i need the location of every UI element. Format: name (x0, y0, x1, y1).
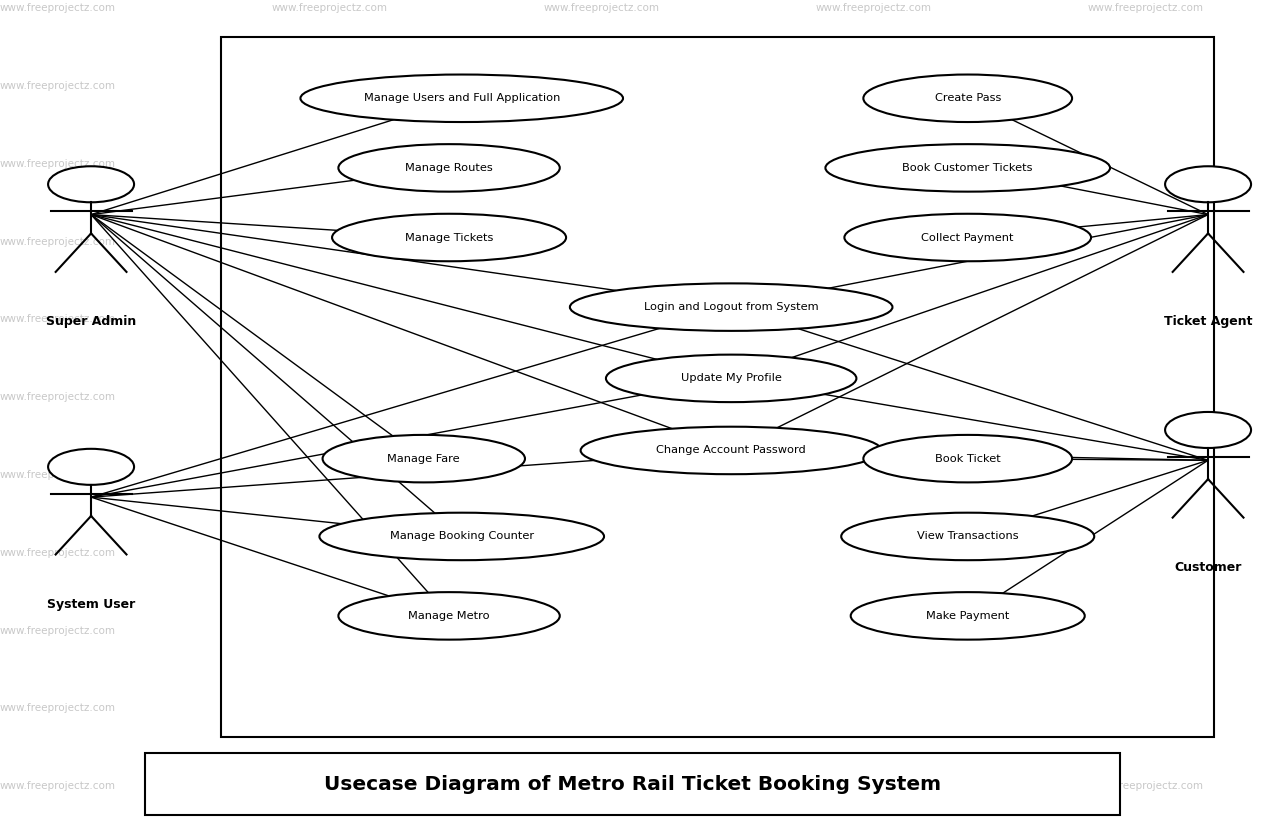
Ellipse shape (863, 435, 1073, 482)
Text: www.freeprojectz.com: www.freeprojectz.com (0, 470, 116, 480)
Text: www.freeprojectz.com: www.freeprojectz.com (544, 704, 660, 713)
Text: Create Pass: Create Pass (935, 93, 1001, 103)
Text: Make Payment: Make Payment (926, 611, 1009, 621)
Text: www.freeprojectz.com: www.freeprojectz.com (272, 159, 388, 169)
Text: www.freeprojectz.com: www.freeprojectz.com (1088, 237, 1204, 247)
Text: Manage Tickets: Manage Tickets (405, 233, 493, 242)
Text: www.freeprojectz.com: www.freeprojectz.com (544, 237, 660, 247)
Ellipse shape (569, 283, 893, 331)
Text: www.freeprojectz.com: www.freeprojectz.com (816, 781, 932, 791)
Text: www.freeprojectz.com: www.freeprojectz.com (816, 3, 932, 13)
Ellipse shape (850, 592, 1084, 640)
Ellipse shape (825, 144, 1111, 192)
Text: www.freeprojectz.com: www.freeprojectz.com (272, 548, 388, 558)
Text: www.freeprojectz.com: www.freeprojectz.com (544, 392, 660, 402)
Text: www.freeprojectz.com: www.freeprojectz.com (1088, 392, 1204, 402)
Ellipse shape (323, 435, 525, 482)
Text: www.freeprojectz.com: www.freeprojectz.com (0, 3, 116, 13)
Text: Ticket Agent: Ticket Agent (1164, 315, 1252, 328)
Text: www.freeprojectz.com: www.freeprojectz.com (1088, 626, 1204, 636)
Ellipse shape (1165, 412, 1251, 448)
Text: www.freeprojectz.com: www.freeprojectz.com (1088, 704, 1204, 713)
FancyBboxPatch shape (145, 753, 1120, 815)
Text: Book Ticket: Book Ticket (935, 454, 1001, 464)
Text: www.freeprojectz.com: www.freeprojectz.com (544, 470, 660, 480)
Text: www.freeprojectz.com: www.freeprojectz.com (544, 3, 660, 13)
Text: Manage Users and Full Application: Manage Users and Full Application (363, 93, 560, 103)
Text: www.freeprojectz.com: www.freeprojectz.com (0, 781, 116, 791)
Text: www.freeprojectz.com: www.freeprojectz.com (1088, 3, 1204, 13)
Ellipse shape (48, 449, 134, 485)
Text: www.freeprojectz.com: www.freeprojectz.com (272, 3, 388, 13)
Text: Change Account Password: Change Account Password (657, 446, 806, 455)
Ellipse shape (48, 166, 134, 202)
Text: www.freeprojectz.com: www.freeprojectz.com (272, 81, 388, 91)
Text: Manage Routes: Manage Routes (405, 163, 493, 173)
Ellipse shape (331, 214, 565, 261)
Ellipse shape (301, 75, 622, 122)
Text: www.freeprojectz.com: www.freeprojectz.com (1088, 159, 1204, 169)
Text: www.freeprojectz.com: www.freeprojectz.com (1088, 81, 1204, 91)
Text: www.freeprojectz.com: www.freeprojectz.com (544, 626, 660, 636)
Text: www.freeprojectz.com: www.freeprojectz.com (816, 548, 932, 558)
Text: www.freeprojectz.com: www.freeprojectz.com (0, 81, 116, 91)
Text: Manage Booking Counter: Manage Booking Counter (390, 532, 534, 541)
Text: www.freeprojectz.com: www.freeprojectz.com (1088, 470, 1204, 480)
Text: www.freeprojectz.com: www.freeprojectz.com (272, 704, 388, 713)
Text: Manage Fare: Manage Fare (387, 454, 460, 464)
Text: www.freeprojectz.com: www.freeprojectz.com (1088, 548, 1204, 558)
Text: Super Admin: Super Admin (46, 315, 137, 328)
Text: www.freeprojectz.com: www.freeprojectz.com (0, 237, 116, 247)
Text: Update My Profile: Update My Profile (681, 373, 782, 383)
Text: www.freeprojectz.com: www.freeprojectz.com (0, 314, 116, 324)
Text: Collect Payment: Collect Payment (921, 233, 1015, 242)
Text: www.freeprojectz.com: www.freeprojectz.com (816, 392, 932, 402)
Ellipse shape (319, 513, 603, 560)
Ellipse shape (581, 427, 882, 474)
Text: www.freeprojectz.com: www.freeprojectz.com (816, 81, 932, 91)
Text: www.freeprojectz.com: www.freeprojectz.com (272, 237, 388, 247)
FancyBboxPatch shape (221, 37, 1214, 737)
Text: www.freeprojectz.com: www.freeprojectz.com (816, 314, 932, 324)
Text: www.freeprojectz.com: www.freeprojectz.com (0, 392, 116, 402)
Text: www.freeprojectz.com: www.freeprojectz.com (0, 548, 116, 558)
Text: www.freeprojectz.com: www.freeprojectz.com (816, 470, 932, 480)
Text: www.freeprojectz.com: www.freeprojectz.com (0, 626, 116, 636)
Text: www.freeprojectz.com: www.freeprojectz.com (816, 159, 932, 169)
Text: www.freeprojectz.com: www.freeprojectz.com (0, 704, 116, 713)
Text: www.freeprojectz.com: www.freeprojectz.com (816, 704, 932, 713)
Text: Manage Metro: Manage Metro (409, 611, 490, 621)
Text: www.freeprojectz.com: www.freeprojectz.com (544, 548, 660, 558)
Text: www.freeprojectz.com: www.freeprojectz.com (544, 781, 660, 791)
Text: Book Customer Tickets: Book Customer Tickets (902, 163, 1034, 173)
Ellipse shape (338, 592, 559, 640)
Text: www.freeprojectz.com: www.freeprojectz.com (544, 314, 660, 324)
Text: www.freeprojectz.com: www.freeprojectz.com (272, 392, 388, 402)
Text: www.freeprojectz.com: www.freeprojectz.com (1088, 314, 1204, 324)
Text: www.freeprojectz.com: www.freeprojectz.com (816, 626, 932, 636)
Text: www.freeprojectz.com: www.freeprojectz.com (544, 159, 660, 169)
Ellipse shape (845, 214, 1090, 261)
Text: Usecase Diagram of Metro Rail Ticket Booking System: Usecase Diagram of Metro Rail Ticket Boo… (324, 775, 941, 794)
Text: View Transactions: View Transactions (917, 532, 1018, 541)
Text: www.freeprojectz.com: www.freeprojectz.com (544, 81, 660, 91)
Text: www.freeprojectz.com: www.freeprojectz.com (1088, 781, 1204, 791)
Text: www.freeprojectz.com: www.freeprojectz.com (272, 626, 388, 636)
Text: System User: System User (47, 598, 135, 611)
Text: www.freeprojectz.com: www.freeprojectz.com (272, 470, 388, 480)
Text: www.freeprojectz.com: www.freeprojectz.com (272, 781, 388, 791)
Ellipse shape (606, 355, 856, 402)
Ellipse shape (863, 75, 1073, 122)
Text: www.freeprojectz.com: www.freeprojectz.com (272, 314, 388, 324)
Text: Customer: Customer (1174, 561, 1242, 574)
Ellipse shape (841, 513, 1094, 560)
Text: www.freeprojectz.com: www.freeprojectz.com (816, 237, 932, 247)
Ellipse shape (338, 144, 559, 192)
Text: Login and Logout from System: Login and Logout from System (644, 302, 818, 312)
Text: www.freeprojectz.com: www.freeprojectz.com (0, 159, 116, 169)
Ellipse shape (1165, 166, 1251, 202)
